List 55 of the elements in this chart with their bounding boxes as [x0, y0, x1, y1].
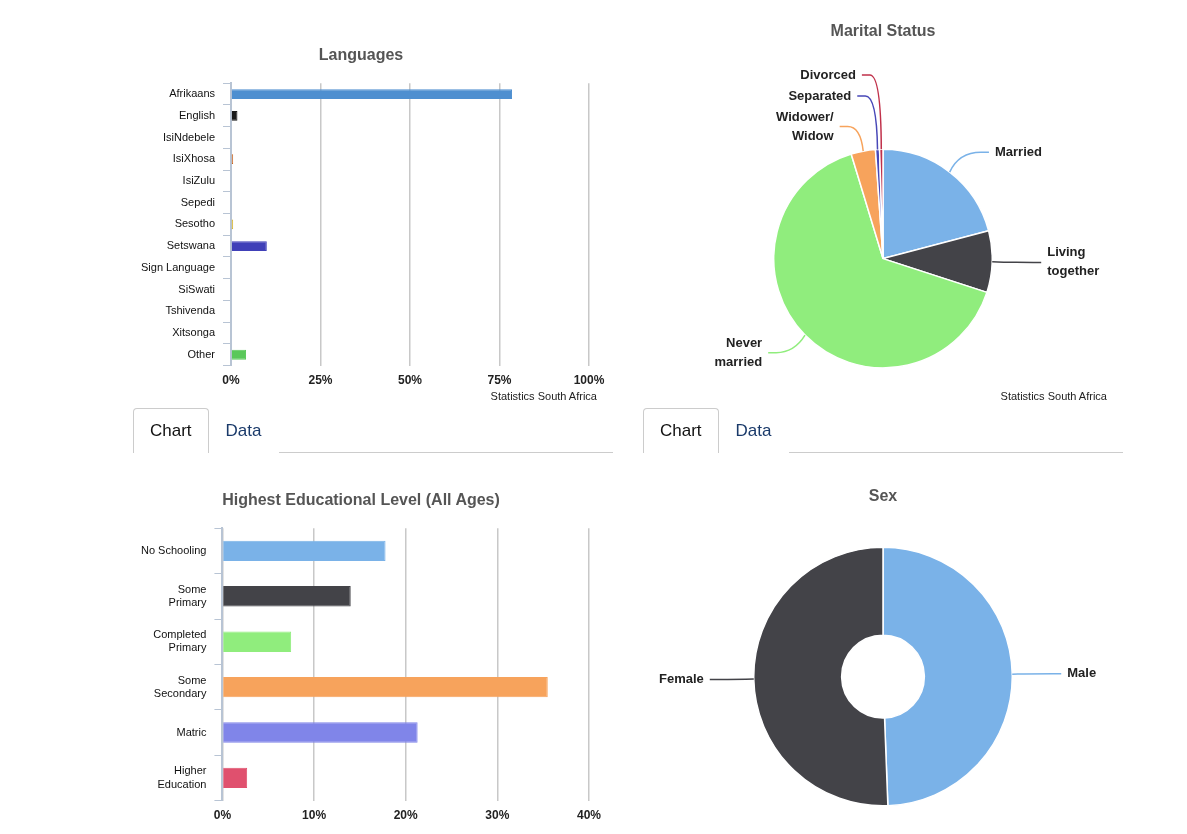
text: Data: [208, 408, 279, 453]
y-tick-label: Xitsonga: [172, 326, 216, 339]
x-tick-label: 50%: [397, 373, 423, 388]
bar: [231, 241, 267, 252]
x-tick-label: 0%: [213, 808, 232, 823]
y-tick-label: Some Primary: [168, 582, 207, 608]
bar: [223, 767, 248, 789]
chart-title: Sex: [868, 487, 898, 505]
text: Data: [718, 408, 789, 453]
y-tick-label: English: [178, 108, 216, 121]
bar: [223, 586, 351, 607]
x-tick-label: 10%: [302, 808, 327, 823]
slice-label: Separated: [788, 87, 852, 103]
y-tick-label: Higher Education: [157, 764, 207, 790]
slice-label: Female: [658, 671, 704, 687]
slice-label: Married: [994, 143, 1042, 159]
x-tick-label: 40%: [576, 808, 602, 823]
y-tick-label: Other: [187, 347, 216, 360]
y-tick-label: SiSwati: [178, 282, 216, 295]
y-tick-label: Afrikaans: [169, 87, 216, 100]
x-tick-label: 75%: [487, 373, 512, 388]
text: Chart: [643, 408, 719, 453]
y-tick-label: IsiNdebele: [163, 130, 216, 143]
bar: [223, 540, 386, 562]
y-tick-label: IsiZulu: [182, 173, 216, 186]
chart-title: Languages: [318, 46, 404, 64]
slice-label: Living together: [1047, 244, 1100, 279]
x-tick-label: 25%: [308, 373, 333, 388]
y-tick-label: Matric: [176, 725, 207, 738]
text: Chart: [133, 408, 209, 453]
y-tick-label: Completed Primary: [153, 628, 207, 654]
slice-label: Widower/ Widow: [776, 108, 835, 143]
y-tick-label: No Schooling: [140, 543, 207, 556]
x-tick-label: 0%: [222, 373, 241, 388]
slice-label: Never married: [714, 334, 763, 369]
bar: [223, 722, 418, 743]
y-tick-label: Tshivenda: [165, 304, 216, 317]
bar: [223, 676, 548, 698]
y-tick-label: IsiXhosa: [172, 152, 216, 165]
y-tick-label: Some Secondary: [153, 673, 207, 699]
y-tick-label: Sepedi: [180, 195, 216, 208]
slice-label: Male: [1067, 665, 1097, 681]
x-tick-label: 30%: [485, 808, 510, 823]
text: Statistics South Africa: [999, 390, 1108, 402]
y-tick-label: Setswana: [166, 239, 216, 252]
chart-title: Highest Educational Level (All Ages): [222, 491, 500, 509]
bar: [223, 631, 292, 652]
x-tick-label: 100%: [573, 373, 605, 388]
slice-label: Divorced: [800, 66, 856, 82]
bar: [231, 89, 513, 99]
x-tick-label: 20%: [393, 808, 419, 823]
y-tick-label: Sign Language: [141, 260, 216, 273]
y-tick-label: Sesotho: [174, 217, 216, 230]
text: Statistics South Africa: [489, 390, 598, 402]
chart-title: Marital Status: [830, 22, 936, 40]
